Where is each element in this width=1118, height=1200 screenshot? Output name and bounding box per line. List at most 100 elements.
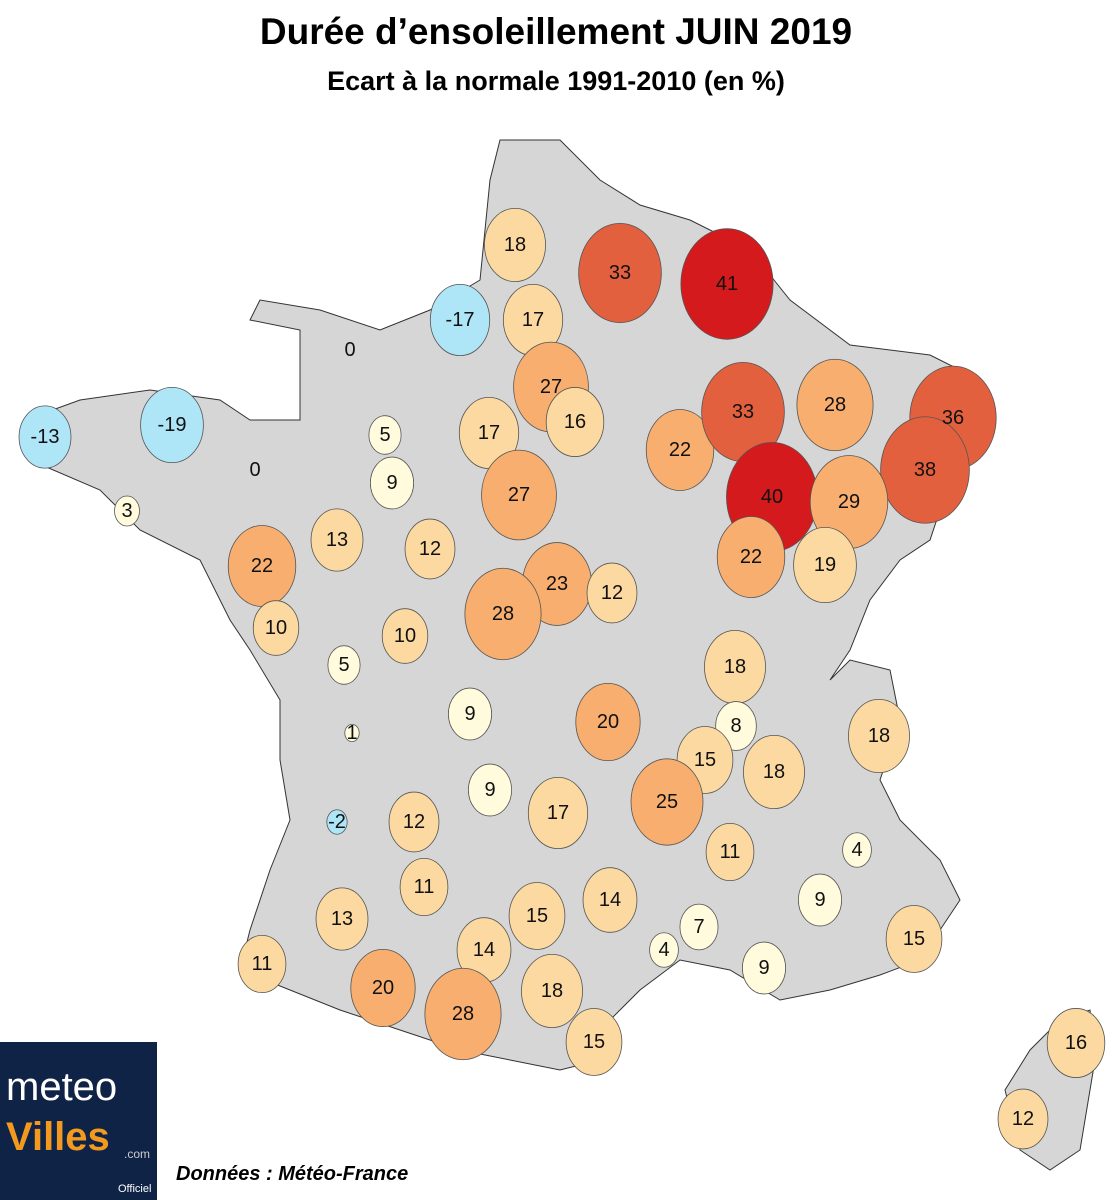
- station-value: 18: [763, 761, 785, 783]
- logo-line1: meteo: [6, 1065, 117, 1109]
- station-bubble: [252, 600, 300, 656]
- station-bubble: [575, 682, 641, 762]
- station-value: 28: [452, 1003, 474, 1025]
- station-value: 15: [903, 928, 925, 950]
- station-value: 8: [730, 715, 741, 737]
- station-value: 9: [484, 779, 495, 801]
- station-value: 16: [564, 411, 586, 433]
- station-bubble: [743, 734, 805, 810]
- station-value: 40: [761, 486, 783, 508]
- station-bubble: [399, 857, 449, 917]
- station-value: 13: [326, 529, 348, 551]
- station-bubble: [885, 905, 943, 973]
- station-bubble: [582, 867, 638, 933]
- station-value: 33: [609, 262, 631, 284]
- station-value: 0: [249, 459, 260, 481]
- station-value: 20: [597, 711, 619, 733]
- station-value: 28: [492, 603, 514, 625]
- station-value: 18: [868, 725, 890, 747]
- station-bubble: [350, 948, 416, 1028]
- station-value: 33: [732, 401, 754, 423]
- station-value: 17: [547, 802, 569, 824]
- station-value: 1: [346, 722, 357, 744]
- station-value: 12: [1012, 1108, 1034, 1130]
- station-value: 23: [546, 573, 568, 595]
- station-bubble: [447, 687, 492, 741]
- station-value: 4: [851, 839, 862, 861]
- station-value: 14: [599, 889, 621, 911]
- station-bubble: [369, 456, 414, 510]
- subtitle: Ecart à la normale 1991-2010 (en %): [327, 66, 785, 96]
- station-value: 9: [464, 703, 475, 725]
- logo-badge: Officiel: [118, 1183, 151, 1195]
- station-bubble: [114, 495, 140, 527]
- station-value: 29: [838, 491, 860, 513]
- station-bubble: [326, 809, 348, 835]
- station-value: 16: [1065, 1032, 1087, 1054]
- station-value: -2: [328, 811, 346, 833]
- station-value: 36: [942, 407, 964, 429]
- station-value: 28: [824, 394, 846, 416]
- station-value: 15: [694, 749, 716, 771]
- station-bubble: [880, 416, 970, 524]
- station-bubble: [848, 698, 910, 774]
- station-bubble: [237, 934, 287, 994]
- station-bubble: [327, 645, 361, 685]
- station-value: 38: [914, 459, 936, 481]
- station-bubble: [344, 723, 360, 743]
- station-value: 11: [414, 876, 435, 898]
- station-value: -13: [31, 426, 60, 448]
- station-bubble: [793, 526, 857, 604]
- station-value: 4: [658, 939, 669, 961]
- station-value: 15: [526, 905, 548, 927]
- station-bubble: [798, 873, 843, 927]
- station-value: 7: [693, 916, 704, 938]
- station-bubble: [527, 776, 589, 850]
- station-value: 10: [265, 617, 287, 639]
- station-value: 12: [419, 538, 441, 560]
- station-bubble: [630, 758, 704, 846]
- station-value: 19: [814, 554, 836, 576]
- station-bubble: [388, 791, 440, 853]
- station-bubble: [140, 386, 204, 464]
- station-bubble: [484, 207, 546, 283]
- station-bubble: [481, 449, 557, 541]
- station-value: 17: [522, 309, 544, 331]
- station-bubble: [310, 508, 364, 572]
- station-bubble: [521, 953, 583, 1029]
- station-bubble: [565, 1008, 623, 1076]
- station-value: 5: [338, 654, 349, 676]
- station-bubble: [18, 405, 72, 469]
- station-bubble: [586, 562, 638, 624]
- station-bubble: [796, 358, 874, 452]
- station-value: 13: [331, 908, 353, 930]
- station-value: 11: [252, 953, 273, 975]
- station-bubble: [742, 941, 787, 995]
- station-value: 17: [478, 422, 500, 444]
- station-bubble: [467, 763, 512, 817]
- station-value: 22: [740, 546, 762, 568]
- station-value: 12: [403, 811, 425, 833]
- station-value: 12: [601, 582, 623, 604]
- station-bubble: [649, 932, 679, 968]
- logo-domain: .com: [124, 1147, 150, 1161]
- station-value: 22: [669, 439, 691, 461]
- title: Durée d’ensoleillement JUIN 2019: [260, 11, 852, 52]
- source: Données : Météo-France: [176, 1163, 408, 1185]
- station-value: 18: [724, 656, 746, 678]
- logo-box: [0, 1042, 157, 1200]
- logo-line2: Villes: [6, 1115, 110, 1159]
- station-bubble: [679, 903, 719, 951]
- station-bubble: [578, 222, 662, 324]
- station-bubble: [404, 518, 456, 580]
- station-value: 20: [372, 977, 394, 999]
- station-bubble: [842, 832, 872, 868]
- station-value: 9: [386, 472, 397, 494]
- station-bubble: [1046, 1008, 1106, 1078]
- station-value: 41: [716, 273, 738, 295]
- station-bubble: [705, 822, 755, 882]
- station-value: 15: [583, 1031, 605, 1053]
- station-value: 5: [379, 424, 390, 446]
- station-bubble: [315, 887, 369, 951]
